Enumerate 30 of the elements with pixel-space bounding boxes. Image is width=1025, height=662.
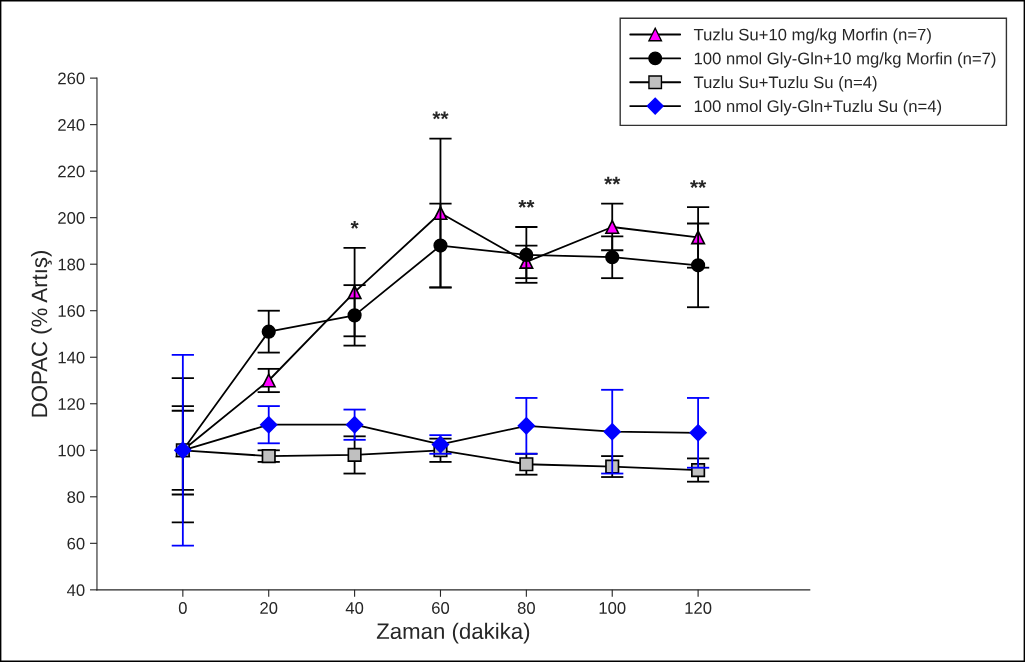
y-tick-label: 240 [58, 119, 85, 131]
y-tick-label: 220 [58, 165, 85, 178]
y-tick-label: 200 [58, 212, 85, 224]
y-tick-label: 260 [58, 72, 85, 85]
annotation: ** [518, 199, 535, 208]
x-tick-label: 80 [517, 602, 535, 614]
annotation: ** [604, 176, 621, 185]
y-tick-label: 60 [67, 537, 85, 550]
x-tick-label: 0 [178, 602, 187, 614]
annotation: ** [432, 111, 449, 120]
legend-label: 100 nmol Gly-Gln+Tuzlu Su (n=4) [694, 99, 942, 116]
y-axis-title: DOPAC (% Artış) [30, 250, 52, 417]
x-axis-title: Zaman (dakika) [376, 622, 530, 644]
legend-label: Tuzlu Su+Tuzlu Su (n=4) [693, 76, 877, 92]
y-tick-label: 160 [58, 305, 85, 317]
y-tick-label: 80 [67, 491, 85, 503]
y-tick-label: 40 [67, 584, 85, 597]
y-tick-label: 180 [58, 258, 85, 271]
x-tick-label: 40 [345, 602, 364, 614]
y-tick-label: 100 [58, 444, 85, 457]
legend-label: Tuzlu Su+10 mg/kg Morfin (n=7) [693, 28, 931, 44]
annotation: * [350, 220, 359, 229]
x-tick-label: 20 [260, 602, 278, 614]
y-tick-label: 140 [58, 351, 85, 364]
x-tick-label: 120 [685, 602, 712, 614]
x-tick-label: 100 [599, 602, 626, 614]
legend-label: 100 nmol Gly-Gln+10 mg/kg Morfin (n=7) [694, 52, 996, 68]
y-tick-label: 120 [58, 398, 85, 410]
annotation: ** [690, 180, 707, 188]
x-tick-label: 60 [432, 602, 450, 614]
